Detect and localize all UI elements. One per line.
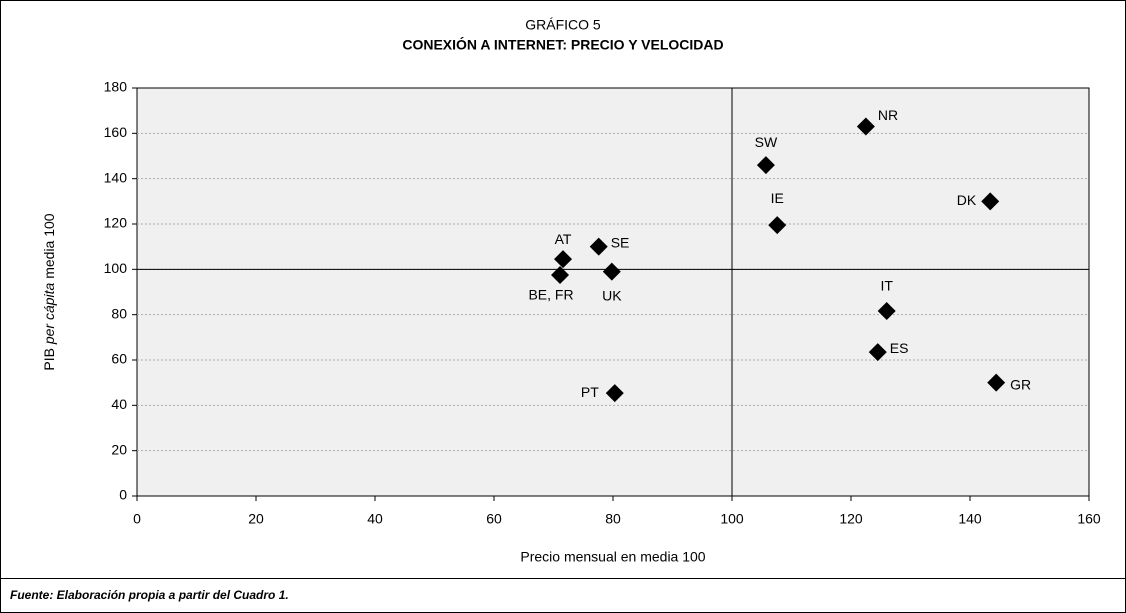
y-label-part: per cápita (41, 282, 57, 345)
y-label-part: media 100 (41, 213, 57, 282)
x-tick-label: 0 (133, 511, 141, 527)
x-tick-label: 120 (839, 511, 863, 527)
point-label: UK (602, 287, 622, 303)
x-axis-label: Precio mensual en media 100 (520, 549, 705, 565)
point-label: NR (878, 107, 898, 123)
y-tick-label: 0 (119, 487, 127, 503)
point (602, 262, 621, 281)
point-label: PT (581, 384, 599, 400)
point (856, 117, 875, 136)
y-label-part: PIB (41, 344, 57, 370)
x-tick-label: 160 (1077, 511, 1101, 527)
x-tick-label: 80 (605, 511, 621, 527)
point (605, 384, 624, 403)
y-tick-label: 20 (111, 441, 127, 457)
x-tick-label: 40 (367, 511, 383, 527)
point-label: IE (771, 190, 784, 206)
chart-subtitle: CONEXIÓN A INTERNET: PRECIO Y VELOCIDAD (402, 36, 723, 53)
point-label: ES (890, 340, 909, 356)
y-tick-label: 100 (104, 260, 128, 276)
point (987, 373, 1006, 392)
plot-area (136, 87, 1090, 497)
y-tick-label: 120 (104, 215, 128, 231)
y-tick-label: 160 (104, 124, 128, 140)
y-tick-label: 40 (111, 396, 127, 412)
x-tick-label: 100 (720, 511, 744, 527)
x-tick-label: 60 (486, 511, 502, 527)
point-label: DK (957, 192, 977, 208)
point (756, 156, 775, 175)
point-label: IT (880, 278, 893, 294)
x-tick-label: 140 (958, 511, 982, 527)
y-tick-label: 180 (104, 79, 128, 95)
y-axis-label: PIB per cápita media 100 (41, 213, 57, 370)
chart-title: GRÁFICO 5 (525, 17, 601, 33)
y-tick-label: 60 (111, 351, 127, 367)
point (877, 302, 896, 321)
point-label: BE, FR (528, 287, 573, 303)
y-tick-label: 140 (104, 169, 128, 185)
point-label: SE (611, 234, 630, 250)
point (768, 216, 787, 235)
point (589, 237, 608, 256)
point (551, 266, 570, 284)
y-tick-label: 80 (111, 305, 127, 321)
point (868, 343, 887, 362)
point-label: GR (1010, 376, 1031, 392)
source-note: Fuente: Elaboración propia a partir del … (10, 588, 289, 602)
point-label: SW (755, 134, 778, 150)
point-label: AT (555, 231, 572, 247)
point (554, 250, 573, 269)
x-tick-label: 20 (248, 511, 264, 527)
point (981, 192, 1000, 211)
